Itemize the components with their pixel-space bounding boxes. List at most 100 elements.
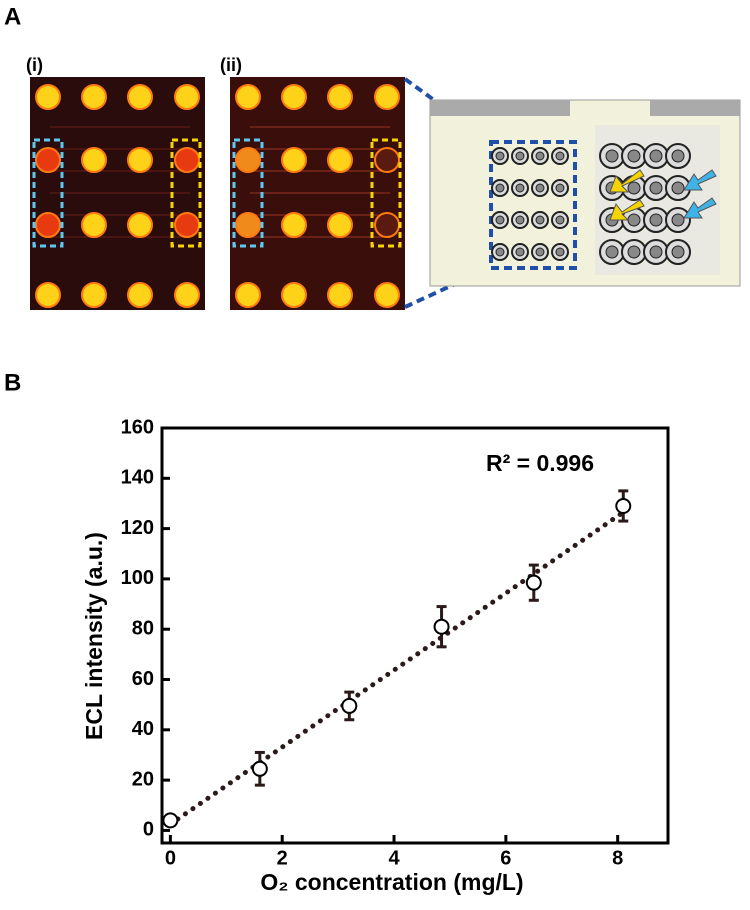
point <box>251 760 268 777</box>
spot <box>81 84 107 110</box>
electrode-core <box>627 245 641 259</box>
spot <box>127 282 153 308</box>
spot <box>127 84 153 110</box>
y-tick-label: 0 <box>143 819 154 841</box>
spot <box>327 282 353 308</box>
y-axis-label: ECL intensity (a.u.) <box>81 532 107 740</box>
spot <box>235 84 261 110</box>
spot <box>81 212 107 238</box>
electrode-core <box>515 183 525 193</box>
electrode-core <box>535 151 545 161</box>
electrode-core <box>627 181 641 195</box>
electrode-core <box>555 247 565 257</box>
spot <box>281 212 307 238</box>
highlight <box>232 138 264 248</box>
spot <box>174 147 200 173</box>
y-tick-label: 160 <box>121 416 154 438</box>
electrode-core <box>671 181 685 195</box>
arrow <box>683 169 717 191</box>
electrode-core <box>627 213 641 227</box>
electrode-core <box>649 181 663 195</box>
electrode-core <box>555 215 565 225</box>
x-tick-label: 8 <box>612 847 623 869</box>
spot <box>174 84 200 110</box>
electrode-core <box>535 183 545 193</box>
spot <box>174 212 200 238</box>
y-tick-label: 20 <box>132 768 154 790</box>
arrow <box>683 197 717 219</box>
point <box>433 618 450 635</box>
electrode-core <box>649 149 663 163</box>
spot <box>35 282 61 308</box>
y-tick-label: 80 <box>132 617 154 639</box>
electrode-core <box>515 151 525 161</box>
electrode-core <box>535 247 545 257</box>
spot <box>327 147 353 173</box>
image-label: (i) <box>26 55 43 75</box>
highlight <box>370 138 402 248</box>
point <box>162 812 179 829</box>
spot <box>35 84 61 110</box>
y-tick-label: 120 <box>121 517 154 539</box>
spot <box>281 84 307 110</box>
electrode-core <box>535 215 545 225</box>
electrode-core <box>555 183 565 193</box>
panel-label: B <box>4 369 21 396</box>
electrode-core <box>495 247 505 257</box>
highlight <box>170 138 202 248</box>
image-label: (ii) <box>220 55 242 75</box>
spot <box>374 212 400 238</box>
spot <box>235 147 261 173</box>
spot <box>327 212 353 238</box>
spot <box>374 147 400 173</box>
spot <box>127 147 153 173</box>
highlight <box>32 138 64 248</box>
x-tick-label: 4 <box>388 847 400 869</box>
spot <box>374 282 400 308</box>
spot <box>81 282 107 308</box>
arrow <box>609 199 645 221</box>
point <box>525 574 542 591</box>
x-tick-label: 6 <box>500 847 511 869</box>
electrode-core <box>495 183 505 193</box>
y-tick-label: 100 <box>121 567 154 589</box>
bar <box>650 100 740 116</box>
spot <box>235 212 261 238</box>
spot <box>235 282 261 308</box>
spot <box>327 84 353 110</box>
arrow <box>609 169 645 193</box>
point <box>341 697 358 714</box>
electrode-core <box>671 245 685 259</box>
electrode-core <box>627 149 641 163</box>
x-tick-label: 2 <box>277 847 288 869</box>
fit-line <box>167 509 626 827</box>
electrode-core <box>605 149 619 163</box>
schematic <box>403 77 741 309</box>
micrographs <box>30 77 405 310</box>
y-tick-label: 40 <box>132 718 154 740</box>
spot <box>281 147 307 173</box>
zoom-box <box>489 140 577 270</box>
spot <box>127 212 153 238</box>
y-tick-label: 60 <box>132 668 154 690</box>
electrode-core <box>515 215 525 225</box>
electrode-core <box>649 213 663 227</box>
electrode-core <box>671 149 685 163</box>
spot <box>35 212 61 238</box>
point <box>615 497 632 514</box>
x-axis-label: O₂ concentration (mg/L) <box>260 869 523 895</box>
electrode-core <box>495 151 505 161</box>
y-tick-label: 140 <box>121 467 154 489</box>
spot <box>35 147 61 173</box>
electrode-core <box>555 151 565 161</box>
plot-frame <box>160 426 670 845</box>
electrode-core <box>649 245 663 259</box>
bar <box>430 100 570 116</box>
electrode-core <box>495 215 505 225</box>
spot <box>174 282 200 308</box>
spot <box>374 84 400 110</box>
electrode-core <box>515 247 525 257</box>
spot <box>281 282 307 308</box>
annotation: R² = 0.996 <box>486 450 594 476</box>
